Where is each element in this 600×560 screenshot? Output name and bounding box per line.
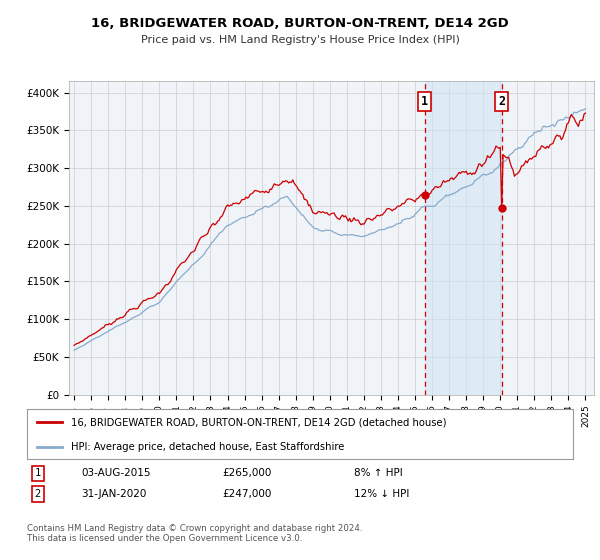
Text: 1: 1 xyxy=(35,468,41,478)
Bar xyxy=(425,81,502,395)
Text: 2: 2 xyxy=(498,95,505,108)
Text: Price paid vs. HM Land Registry's House Price Index (HPI): Price paid vs. HM Land Registry's House … xyxy=(140,35,460,45)
Text: 31-JAN-2020: 31-JAN-2020 xyxy=(81,489,146,499)
Text: Contains HM Land Registry data © Crown copyright and database right 2024.
This d: Contains HM Land Registry data © Crown c… xyxy=(27,524,362,543)
Text: 12% ↓ HPI: 12% ↓ HPI xyxy=(354,489,409,499)
Text: 03-AUG-2015: 03-AUG-2015 xyxy=(81,468,151,478)
Text: 16, BRIDGEWATER ROAD, BURTON-ON-TRENT, DE14 2GD: 16, BRIDGEWATER ROAD, BURTON-ON-TRENT, D… xyxy=(91,17,509,30)
Text: 1: 1 xyxy=(421,95,428,108)
Text: 16, BRIDGEWATER ROAD, BURTON-ON-TRENT, DE14 2GD (detached house): 16, BRIDGEWATER ROAD, BURTON-ON-TRENT, D… xyxy=(71,417,446,427)
Text: 2: 2 xyxy=(35,489,41,499)
Text: £265,000: £265,000 xyxy=(222,468,271,478)
Text: £247,000: £247,000 xyxy=(222,489,271,499)
Text: 8% ↑ HPI: 8% ↑ HPI xyxy=(354,468,403,478)
Text: HPI: Average price, detached house, East Staffordshire: HPI: Average price, detached house, East… xyxy=(71,442,344,451)
